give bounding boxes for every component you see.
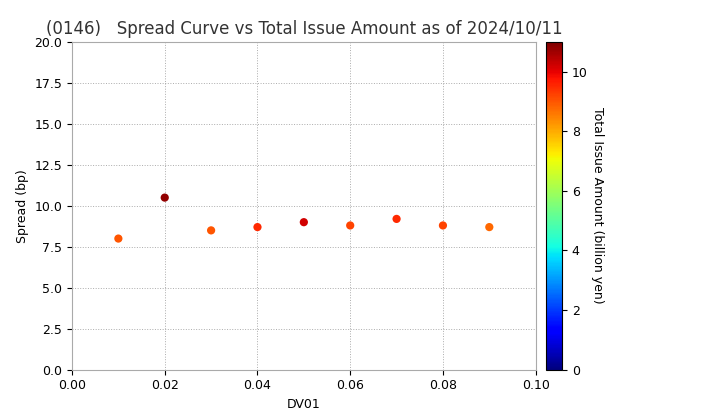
Point (298, 219, 310, 226)
Point (437, 222, 449, 229)
Point (112, 235, 124, 242)
Point (391, 215, 402, 222)
Point (484, 224, 495, 231)
Point (205, 227, 217, 234)
Point (344, 222, 356, 229)
Title: (0146)   Spread Curve vs Total Issue Amount as of 2024/10/11: (0146) Spread Curve vs Total Issue Amoun… (45, 20, 562, 38)
Y-axis label: Spread (bp): Spread (bp) (16, 169, 29, 243)
X-axis label: DV01: DV01 (287, 398, 320, 411)
Y-axis label: Total Issue Amount (billion yen): Total Issue Amount (billion yen) (591, 108, 604, 304)
Point (252, 224, 264, 231)
Point (159, 194, 171, 201)
